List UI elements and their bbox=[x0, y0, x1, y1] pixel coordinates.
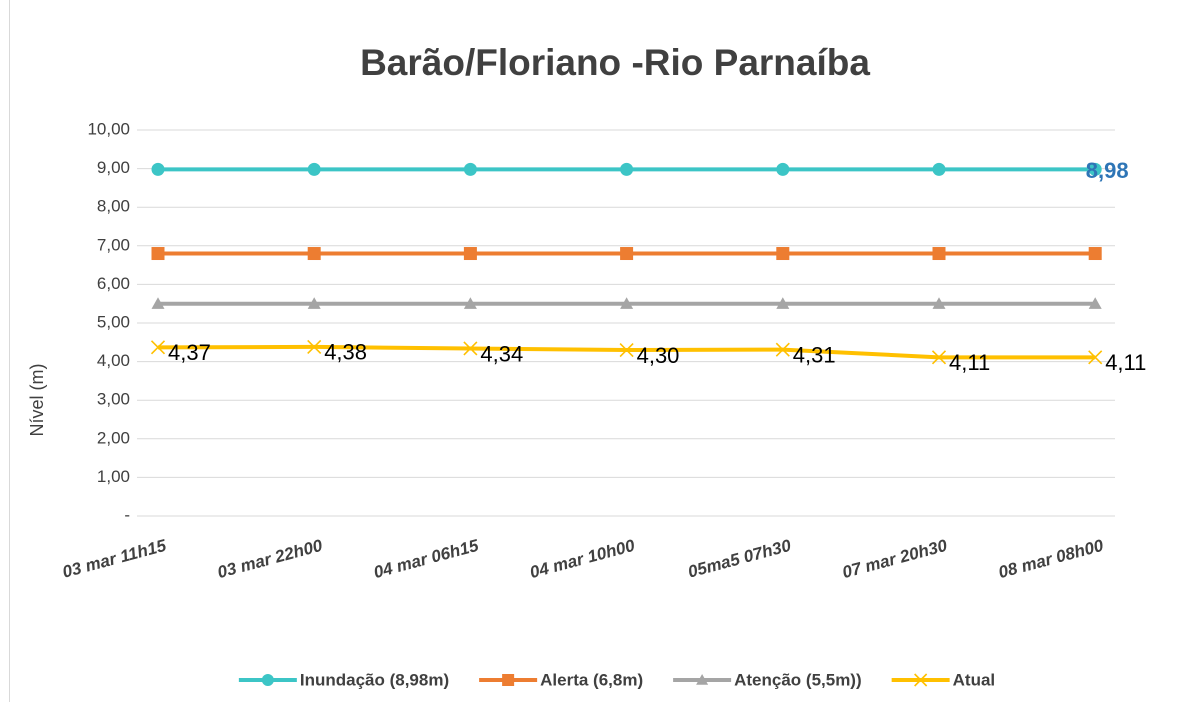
y-tick-label: 9,00 bbox=[97, 158, 130, 177]
marker bbox=[696, 674, 709, 685]
data-label: 8,98 bbox=[1086, 158, 1129, 183]
x-tick-label: 04 mar 10h00 bbox=[528, 536, 638, 582]
y-tick-label: 5,00 bbox=[97, 312, 130, 331]
marker bbox=[502, 674, 515, 686]
data-label: 4,38 bbox=[324, 340, 367, 365]
data-label: 4,34 bbox=[480, 341, 523, 366]
marker bbox=[307, 162, 321, 176]
marker bbox=[463, 297, 477, 309]
y-tick-label: 3,00 bbox=[97, 390, 130, 409]
x-tick-label: 03 mar 22h00 bbox=[215, 536, 325, 582]
chart-title: Barão/Floriano -Rio Parnaíba bbox=[360, 42, 870, 83]
marker bbox=[620, 247, 634, 261]
marker bbox=[775, 342, 790, 357]
marker bbox=[914, 673, 928, 687]
marker bbox=[307, 339, 322, 354]
data-label: 4,37 bbox=[168, 340, 211, 365]
marker bbox=[620, 162, 634, 176]
legend-label: Inundação (8,98m) bbox=[300, 670, 449, 689]
data-label: 4,31 bbox=[793, 342, 836, 367]
marker bbox=[776, 297, 790, 309]
data-label: 4,11 bbox=[949, 350, 990, 375]
legend: Inundação (8,98m) Alerta (6,8m) Atenção (5… bbox=[238, 670, 996, 689]
marker bbox=[619, 342, 634, 358]
marker bbox=[776, 162, 790, 176]
marker bbox=[150, 340, 166, 355]
y-tick-label: 6,00 bbox=[97, 274, 130, 293]
marker bbox=[932, 162, 946, 176]
marker bbox=[463, 247, 477, 261]
legend-label: Atual bbox=[953, 670, 996, 689]
x-tick-label: 04 mar 06h15 bbox=[372, 536, 482, 582]
marker bbox=[1088, 350, 1103, 365]
x-tick-label: 03 mar 11h15 bbox=[60, 536, 168, 582]
y-tick-label: 1,00 bbox=[97, 467, 130, 486]
y-tick-label: 4,00 bbox=[97, 351, 130, 370]
marker bbox=[931, 350, 947, 365]
y-tick-label: 10,00 bbox=[87, 119, 130, 138]
marker bbox=[463, 341, 478, 356]
marker bbox=[261, 674, 274, 686]
marker bbox=[307, 297, 321, 309]
data-label: 4,11 bbox=[1105, 350, 1146, 375]
marker bbox=[151, 162, 165, 176]
marker bbox=[1088, 162, 1102, 176]
y-tick-label: 8,00 bbox=[97, 197, 130, 216]
marker bbox=[776, 247, 790, 261]
marker bbox=[151, 297, 165, 309]
marker bbox=[1088, 297, 1102, 309]
x-tick-label: 07 mar 20h30 bbox=[840, 536, 950, 582]
marker bbox=[620, 297, 634, 309]
y-tick-label: 2,00 bbox=[97, 428, 130, 447]
marker bbox=[463, 162, 477, 176]
y-tick-label: 7,00 bbox=[97, 235, 130, 254]
marker bbox=[932, 297, 946, 309]
x-tick-label: 08 mar 08h00 bbox=[996, 536, 1106, 582]
marker bbox=[151, 247, 165, 261]
legend-label: Atenção (5,5m)) bbox=[734, 670, 862, 689]
y-tick-label: - bbox=[124, 505, 130, 524]
marker bbox=[307, 247, 321, 261]
legend-label: Alerta (6,8m) bbox=[540, 670, 643, 689]
marker bbox=[1088, 247, 1102, 261]
marker bbox=[932, 247, 946, 261]
y-axis-label: Nível (m) bbox=[27, 364, 47, 437]
data-label: 4,30 bbox=[637, 343, 680, 368]
x-tick-label: 05ma5 07h30 bbox=[686, 536, 794, 582]
